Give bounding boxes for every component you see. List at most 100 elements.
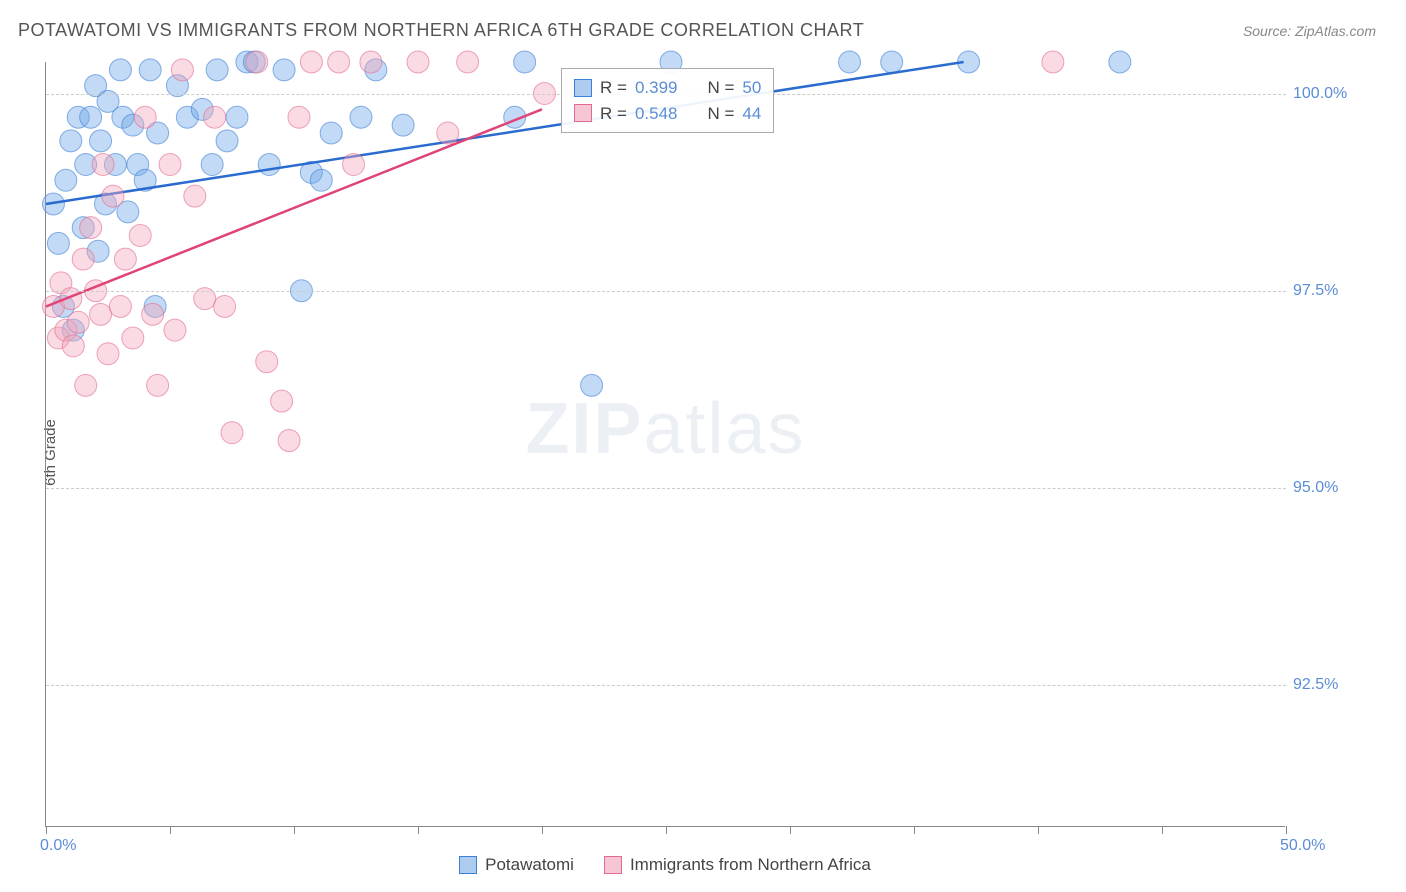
stat-n-label: N = — [707, 101, 734, 127]
data-point — [122, 327, 144, 349]
data-point — [206, 59, 228, 81]
stat-n-label: N = — [707, 75, 734, 101]
legend-label: Potawatomi — [485, 855, 574, 875]
data-point — [80, 106, 102, 128]
x-tick — [542, 826, 543, 834]
data-point — [1109, 51, 1131, 73]
x-tick — [1162, 826, 1163, 834]
legend-swatch-icon — [604, 856, 622, 874]
y-tick-label: 100.0% — [1293, 85, 1347, 103]
data-point — [90, 130, 112, 152]
x-tick — [418, 826, 419, 834]
data-point — [90, 303, 112, 325]
y-tick-label: 92.5% — [1293, 676, 1338, 694]
data-point — [407, 51, 429, 73]
x-axis-label: 50.0% — [1280, 837, 1325, 855]
data-point — [246, 51, 268, 73]
x-tick — [294, 826, 295, 834]
chart-header: POTAWATOMI VS IMMIGRANTS FROM NORTHERN A… — [0, 0, 1406, 51]
data-point — [47, 232, 69, 254]
data-point — [320, 122, 342, 144]
data-point — [62, 335, 84, 357]
data-point — [97, 343, 119, 365]
stat-r-label: R = — [600, 75, 627, 101]
x-tick — [1038, 826, 1039, 834]
data-point — [256, 351, 278, 373]
data-point — [114, 248, 136, 270]
stat-n-value: 44 — [742, 101, 761, 127]
data-point — [142, 303, 164, 325]
gridline — [46, 291, 1286, 292]
x-tick — [170, 826, 171, 834]
data-point — [55, 169, 77, 191]
data-point — [109, 295, 131, 317]
correlation-stats-box: R = 0.399 N = 50 R = 0.548 N = 44 — [561, 68, 774, 133]
data-point — [159, 154, 181, 176]
data-point — [129, 225, 151, 247]
data-point — [171, 59, 193, 81]
data-point — [881, 51, 903, 73]
legend-item-immigrants: Immigrants from Northern Africa — [604, 855, 871, 875]
data-point — [147, 374, 169, 396]
plot-svg — [46, 62, 1286, 827]
data-point — [102, 185, 124, 207]
x-tick — [46, 826, 47, 834]
plot-area: ZIPatlas — [45, 62, 1285, 827]
data-point — [278, 430, 300, 452]
data-point — [514, 51, 536, 73]
data-point — [273, 59, 295, 81]
bottom-legend: Potawatomi Immigrants from Northern Afri… — [45, 855, 1285, 875]
data-point — [350, 106, 372, 128]
stat-r-value: 0.548 — [635, 101, 678, 127]
swatch-icon — [574, 79, 592, 97]
data-point — [310, 169, 332, 191]
data-point — [204, 106, 226, 128]
x-tick — [790, 826, 791, 834]
chart-title: POTAWATOMI VS IMMIGRANTS FROM NORTHERN A… — [18, 20, 864, 41]
data-point — [60, 130, 82, 152]
data-point — [67, 311, 89, 333]
data-point — [457, 51, 479, 73]
data-point — [75, 374, 97, 396]
gridline — [46, 685, 1286, 686]
data-point — [258, 154, 280, 176]
data-point — [72, 248, 94, 270]
data-point — [437, 122, 459, 144]
data-point — [360, 51, 382, 73]
data-point — [226, 106, 248, 128]
data-point — [288, 106, 310, 128]
source-label: Source: ZipAtlas.com — [1243, 23, 1376, 39]
data-point — [839, 51, 861, 73]
data-point — [201, 154, 223, 176]
stat-r-value: 0.399 — [635, 75, 678, 101]
stat-n-value: 50 — [742, 75, 761, 101]
data-point — [184, 185, 206, 207]
data-point — [92, 154, 114, 176]
data-point — [214, 295, 236, 317]
x-tick — [914, 826, 915, 834]
legend-label: Immigrants from Northern Africa — [630, 855, 871, 875]
y-tick-label: 95.0% — [1293, 479, 1338, 497]
x-tick — [1286, 826, 1287, 834]
stats-row: R = 0.548 N = 44 — [574, 101, 761, 127]
stats-row: R = 0.399 N = 50 — [574, 75, 761, 101]
chart-container: 6th Grade ZIPatlas R = 0.399N = 50R = 0.… — [45, 62, 1385, 827]
x-tick — [666, 826, 667, 834]
data-point — [216, 130, 238, 152]
legend-swatch-icon — [459, 856, 477, 874]
stat-r-label: R = — [600, 101, 627, 127]
swatch-icon — [574, 104, 592, 122]
data-point — [300, 51, 322, 73]
data-point — [80, 217, 102, 239]
data-point — [392, 114, 414, 136]
data-point — [221, 422, 243, 444]
data-point — [134, 106, 156, 128]
y-tick-label: 97.5% — [1293, 282, 1338, 300]
data-point — [164, 319, 186, 341]
x-axis-label: 0.0% — [40, 837, 76, 855]
data-point — [328, 51, 350, 73]
data-point — [581, 374, 603, 396]
data-point — [1042, 51, 1064, 73]
data-point — [271, 390, 293, 412]
gridline — [46, 488, 1286, 489]
